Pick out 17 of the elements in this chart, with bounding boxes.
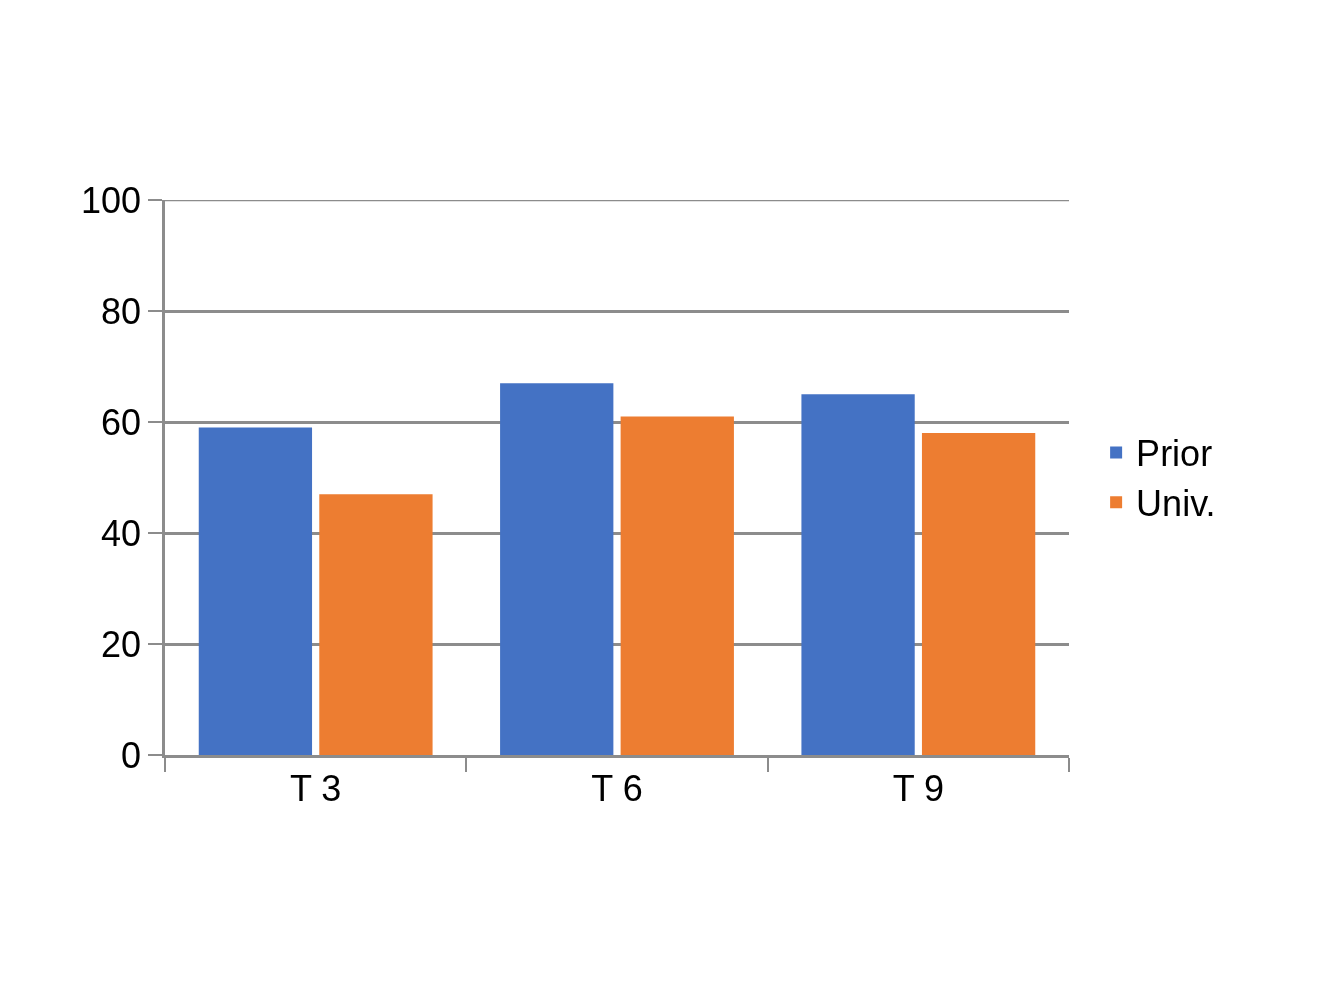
- x-tick-label: T 3: [289, 767, 342, 809]
- y-tick-label: 0: [121, 734, 142, 776]
- y-tick-label: 100: [80, 179, 142, 221]
- x-tick-label: T 6: [591, 767, 643, 809]
- bar: [801, 394, 915, 755]
- y-tick-label: 80: [101, 290, 142, 332]
- bar: [319, 494, 433, 755]
- bar: [198, 427, 313, 755]
- bar: [620, 416, 734, 755]
- legend-label: Univ.: [1136, 483, 1216, 525]
- x-tick-label: T 9: [892, 767, 945, 809]
- bar: [500, 383, 614, 755]
- y-tick-label: 60: [101, 401, 142, 443]
- bar: [921, 433, 1036, 755]
- legend-label: Prior: [1136, 433, 1213, 475]
- y-tick-label: 20: [101, 623, 142, 665]
- y-tick-label: 40: [101, 512, 142, 554]
